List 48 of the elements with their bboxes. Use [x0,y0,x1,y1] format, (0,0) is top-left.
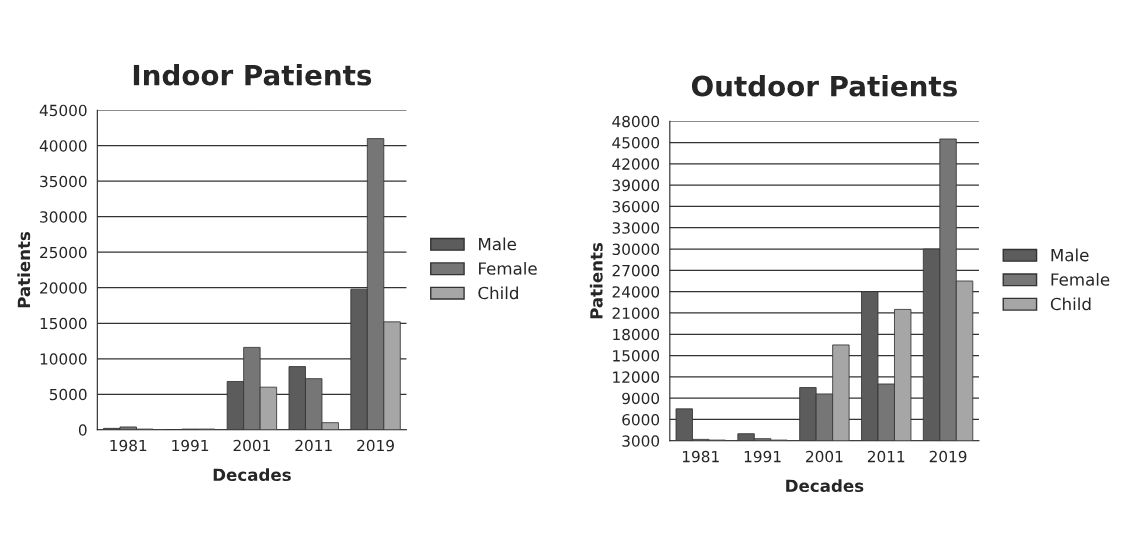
legend-label: Female [479,261,537,275]
y-tick-label: 0 [78,424,87,436]
y-axis-title: Patients [17,231,31,308]
x-axis-title: Decades [213,468,291,482]
y-tick-label: 5000 [49,388,87,401]
x-tick-label: 1991 [172,439,209,452]
legend-label: Child [478,286,518,300]
x-tick-label: 1981 [110,439,147,452]
x-tick-label: 1981 [682,450,719,463]
y-tick-label: 18000 [613,328,660,341]
y-tick-label: 30000 [612,243,660,256]
y-tick-label: 35000 [40,175,87,188]
y-tick-label: 42000 [612,158,660,170]
y-tick-label: 9000 [622,392,660,405]
y-tick-label: 30000 [40,211,87,223]
y-tick-label: 45000 [39,104,87,117]
chart-title: Indoor Patients [133,64,372,86]
y-tick-label: 21000 [612,307,660,319]
y-tick-label: 45000 [612,136,660,149]
x-tick-label: 2019 [929,450,967,463]
y-tick-label: 27000 [612,264,660,277]
x-tick-label: 2011 [867,450,905,463]
y-tick-label: 6000 [622,413,660,426]
y-tick-label: 36000 [612,200,660,213]
legend-label: Female [1051,272,1110,286]
y-axis-title: Patients [589,242,603,319]
y-tick-label: 40000 [39,140,87,152]
y-tick-label: 48000 [612,115,660,128]
legend-label: Male [479,237,517,251]
chart-title: Outdoor Patients [691,75,957,97]
y-tick-label: 15000 [613,350,660,362]
x-tick-label: 2011 [295,439,332,452]
y-tick-label: 33000 [612,222,660,234]
x-tick-label: 1991 [744,450,781,463]
y-tick-label: 15000 [40,317,87,330]
y-tick-label: 24000 [612,286,660,298]
y-tick-label: 39000 [612,179,660,192]
y-tick-label: 3000 [622,435,660,447]
x-tick-label: 2001 [806,450,843,463]
y-tick-label: 12000 [613,371,660,383]
legend-label: Male [1051,248,1089,262]
x-tick-label: 2019 [357,439,394,452]
y-tick-label: 25000 [40,246,87,259]
x-axis-title: Decades [786,479,864,493]
x-tick-label: 2001 [233,439,270,452]
legend-label: Child [1050,297,1091,311]
y-tick-label: 20000 [40,282,87,294]
y-tick-label: 10000 [40,353,87,365]
